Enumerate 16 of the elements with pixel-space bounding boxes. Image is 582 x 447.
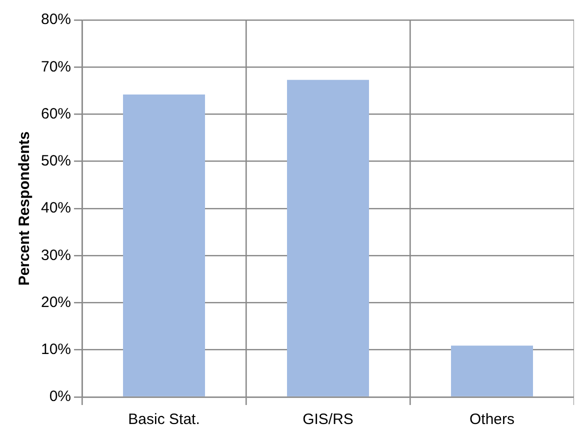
y-tick-label: 30%: [40, 246, 72, 264]
y-tick-label: 0%: [49, 388, 72, 406]
y-tick-label: 40%: [40, 200, 72, 217]
y-tick-label: 10%: [40, 341, 72, 358]
bar: [123, 94, 206, 396]
y-tick-label: 50%: [40, 152, 72, 170]
bar: [451, 346, 533, 396]
x-tick-label: Others: [469, 411, 515, 428]
y-axis-title: Percent Respondents: [16, 131, 34, 286]
x-tick-label: Basic Stat.: [128, 411, 200, 428]
y-tick-label: 70%: [40, 58, 72, 76]
bar: [287, 80, 370, 396]
y-tick-label: 60%: [40, 105, 72, 122]
x-tick-label: GIS/RS: [302, 411, 354, 428]
y-tick-label: 80%: [40, 11, 72, 28]
y-tick-label: 20%: [40, 294, 72, 311]
